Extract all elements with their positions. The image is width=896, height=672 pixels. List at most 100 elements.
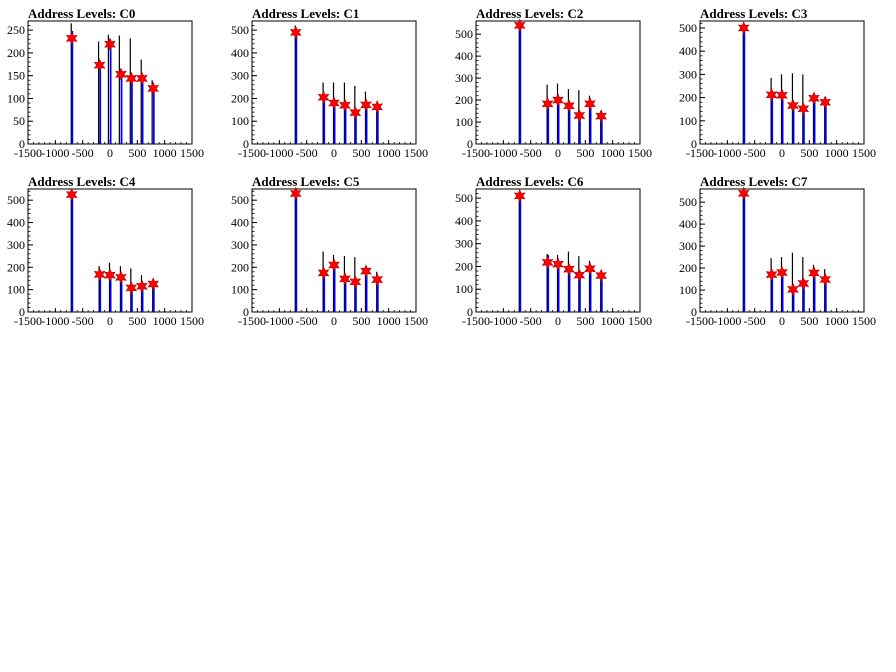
peak-marker [65, 31, 78, 46]
x-tick-label: -1500 [686, 314, 714, 328]
y-tick-label: 500 [231, 23, 249, 37]
panel-title: Address Levels: C2 [476, 6, 583, 21]
peak-marker [541, 97, 554, 111]
chart-panel: Address Levels: C20100200300400500-1500-… [455, 6, 652, 160]
y-tick-label: 400 [231, 46, 249, 60]
x-tick-label: 1500 [628, 146, 652, 160]
x-tick-label: -1500 [462, 146, 490, 160]
y-tick-label: 300 [231, 238, 249, 252]
y-tick-label: 300 [679, 67, 697, 81]
panel-title: Address Levels: C7 [700, 174, 808, 189]
x-tick-label: -1500 [462, 314, 490, 328]
peak-marker [289, 186, 302, 201]
peak-marker [563, 262, 575, 276]
peak-marker [317, 266, 330, 280]
peak-marker [65, 187, 78, 202]
y-tick-label: 0 [243, 305, 249, 319]
chart-panel: Address Levels: C30100200300400500-1500-… [679, 6, 876, 160]
y-tick-label: 200 [455, 259, 473, 273]
peak-marker [339, 98, 351, 113]
y-tick-label: 500 [679, 195, 697, 209]
peak-marker [776, 88, 788, 103]
x-tick-label: 500 [800, 146, 818, 160]
y-tick-label: 300 [455, 71, 473, 85]
y-tick-label: 400 [455, 214, 473, 228]
peak-marker [125, 71, 138, 86]
y-tick-label: 500 [679, 21, 697, 35]
y-tick-label: 250 [7, 23, 25, 37]
x-tick-label: 0 [779, 146, 785, 160]
y-tick-label: 400 [231, 216, 249, 230]
x-tick-label: 0 [555, 146, 561, 160]
x-tick-label: -1500 [238, 314, 266, 328]
panel-title: Address Levels: C0 [28, 6, 135, 21]
y-tick-label: 0 [467, 137, 473, 151]
y-tick-label: 200 [679, 91, 697, 105]
x-tick-label: -500 [744, 314, 766, 328]
peak-marker [289, 25, 302, 40]
peak-marker [787, 282, 799, 297]
y-tick-label: 200 [231, 91, 249, 105]
peak-marker [737, 21, 750, 35]
x-tick-label: -500 [520, 314, 542, 328]
peak-marker [349, 105, 362, 120]
peak-marker [115, 67, 127, 82]
x-tick-label: 0 [107, 314, 113, 328]
peak-marker [552, 257, 564, 271]
y-tick-label: 200 [7, 46, 25, 60]
x-tick-label: -1500 [686, 146, 714, 160]
x-tick-label: 500 [576, 314, 594, 328]
peak-marker [787, 98, 799, 113]
x-tick-label: -500 [296, 146, 318, 160]
y-tick-label: 150 [7, 69, 25, 83]
x-tick-label: 0 [555, 314, 561, 328]
panel-title: Address Levels: C1 [252, 6, 359, 21]
peak-marker [317, 90, 330, 105]
peak-marker [808, 266, 820, 280]
y-tick-label: 500 [455, 27, 473, 41]
y-tick-label: 300 [231, 69, 249, 83]
peak-marker [371, 272, 384, 287]
x-tick-label: 500 [128, 146, 146, 160]
panel-title: Address Levels: C6 [476, 174, 584, 189]
peak-marker [125, 281, 138, 295]
x-tick-label: 500 [352, 314, 370, 328]
x-tick-label: -1000 [41, 146, 69, 160]
peak-marker [104, 37, 116, 51]
y-tick-label: 100 [7, 91, 25, 105]
y-tick-label: 0 [691, 305, 697, 319]
peak-marker [328, 96, 340, 110]
x-tick-label: 0 [779, 314, 785, 328]
peak-marker [552, 93, 564, 107]
peak-marker [595, 268, 608, 283]
peak-marker [584, 261, 596, 276]
panel-title: Address Levels: C3 [700, 6, 808, 21]
y-tick-label: 500 [7, 193, 25, 207]
y-tick-label: 50 [13, 114, 25, 128]
y-tick-label: 100 [231, 283, 249, 297]
x-tick-label: -500 [72, 146, 94, 160]
x-tick-label: -1000 [41, 314, 69, 328]
y-tick-label: 200 [679, 261, 697, 275]
peak-marker [563, 99, 575, 113]
panel-title: Address Levels: C4 [28, 174, 136, 189]
y-tick-label: 0 [467, 305, 473, 319]
chart-panel: Address Levels: C50100200300400500-1500-… [231, 174, 428, 328]
peak-marker [584, 97, 596, 111]
y-tick-label: 300 [7, 238, 25, 252]
peak-marker [115, 270, 127, 285]
chart-panel: Address Levels: C0 0 50 100 150 200 250 -1500 -1… [7, 6, 204, 160]
x-tick-label: 1000 [153, 314, 177, 328]
x-tick-label: -1000 [713, 314, 741, 328]
peak-marker [136, 71, 148, 86]
x-tick-label: -1500 [14, 146, 42, 160]
x-tick-label: 1000 [601, 146, 625, 160]
peak-marker [776, 265, 788, 280]
peak-marker [595, 109, 608, 123]
y-tick-label: 400 [7, 216, 25, 230]
x-tick-label: -1000 [489, 146, 517, 160]
y-tick-label: 100 [679, 283, 697, 297]
y-tick-label: 0 [19, 137, 25, 151]
x-tick-label: -1000 [489, 314, 517, 328]
